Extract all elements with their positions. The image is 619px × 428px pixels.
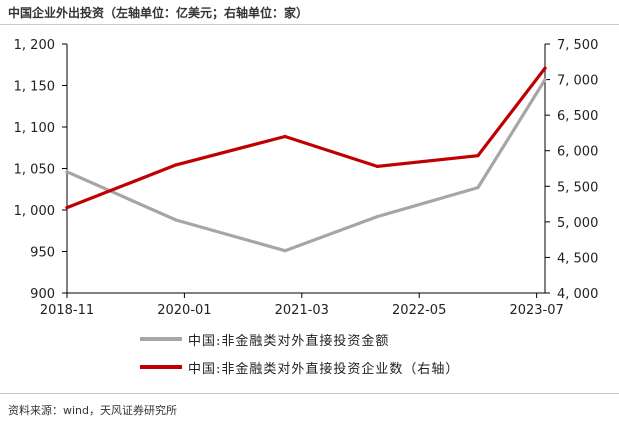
- legend-label-amount: 中国:非金融类对外直接投资金额: [188, 333, 390, 349]
- right-tick-label: 4, 000: [557, 287, 598, 302]
- data-point-amount: [543, 78, 547, 82]
- right-tick-label: 5, 000: [557, 216, 598, 231]
- left-tick-label: 900: [30, 287, 55, 302]
- data-point-count: [65, 206, 69, 210]
- line-chart: 1, 200 1, 150 1, 100 1, 050 1, 000 950 900 7, 5…: [14, 38, 599, 318]
- left-tick-label: 1, 100: [14, 121, 55, 136]
- legend-swatch-gray: [140, 337, 182, 341]
- data-point-amount: [174, 218, 178, 222]
- x-tick-label: 2023-07: [509, 303, 563, 318]
- x-tick-label: 2021-03: [275, 303, 329, 318]
- right-tick-label: 6, 000: [557, 145, 598, 160]
- data-point-amount: [375, 215, 379, 219]
- legend-label-count: 中国:非金融类对外直接投资企业数（右轴）: [188, 361, 460, 377]
- right-tick-label: 7, 500: [557, 38, 598, 53]
- legend-item-count: 中国:非金融类对外直接投资企业数（右轴）: [140, 357, 560, 377]
- data-point-count: [375, 164, 379, 168]
- chart-title: 中国企业外出投资（左轴单位：亿美元；右轴单位：家）: [8, 6, 309, 20]
- right-tick-label: 6, 500: [557, 109, 598, 124]
- data-point-count: [543, 66, 547, 70]
- left-tick-label: 1, 000: [14, 204, 55, 219]
- right-tick-label: 4, 500: [557, 251, 598, 266]
- x-tick-label: 2022-05: [392, 303, 446, 318]
- series-line-investment-amount: [65, 78, 547, 253]
- data-point-amount: [283, 249, 287, 253]
- x-tick-label: 2020-01: [157, 303, 211, 318]
- source-note: 资料来源：wind，天风证券研究所: [8, 404, 178, 417]
- left-tick-label: 950: [30, 246, 55, 261]
- data-point-amount: [476, 186, 480, 190]
- data-point-count: [174, 163, 178, 167]
- legend-swatch-red: [140, 365, 182, 369]
- title-divider: [0, 24, 619, 25]
- right-tick-label: 7, 000: [557, 74, 598, 89]
- left-tick-label: 1, 150: [14, 80, 55, 95]
- data-point-count: [476, 154, 480, 158]
- left-tick-label: 1, 200: [14, 38, 55, 53]
- data-point-count: [283, 134, 287, 139]
- left-tick-label: 1, 050: [14, 163, 55, 178]
- series-line-company-count: [65, 66, 547, 210]
- bottom-divider: [0, 393, 619, 394]
- legend-item-amount: 中国:非金融类对外直接投资金额: [140, 329, 560, 349]
- x-tick-label: 2018-11: [40, 303, 94, 318]
- data-point-amount: [65, 170, 69, 174]
- right-tick-label: 5, 500: [557, 180, 598, 195]
